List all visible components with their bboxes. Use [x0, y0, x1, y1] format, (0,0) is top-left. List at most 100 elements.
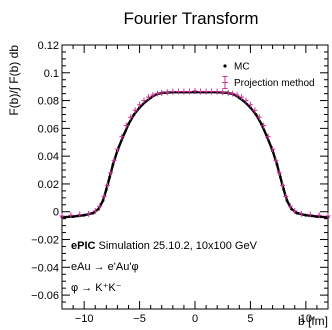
projection-point: [159, 89, 165, 96]
mc-line: [61, 90, 329, 219]
projection-point: [68, 212, 74, 219]
mc-point: [111, 163, 115, 166]
chart-title: Fourier Transform: [123, 9, 258, 28]
projection-point: [114, 146, 120, 153]
projection-point: [243, 97, 249, 104]
projection-point: [234, 92, 240, 99]
projection-point: [292, 208, 298, 215]
legend-entry-mc: MC: [223, 62, 250, 73]
mc-point: [91, 211, 95, 215]
y-tick-label: −0.06: [31, 290, 59, 302]
projection-point: [316, 212, 322, 219]
projection-point: [86, 210, 92, 217]
projection-point: [137, 101, 143, 108]
data-layer: [59, 87, 331, 219]
projection-point: [307, 211, 313, 218]
x-tick-label: 5: [247, 313, 253, 325]
y-tick-label: 0.08: [38, 96, 59, 108]
projection-point: [252, 107, 258, 114]
annotation-decay: φ → K⁺K⁻: [71, 282, 122, 294]
projection-point: [325, 212, 331, 219]
projection-point: [230, 90, 236, 97]
projection-point: [256, 114, 262, 121]
y-tick-label: 0.1: [44, 68, 59, 80]
mc-point: [104, 188, 108, 191]
mc-point: [282, 188, 286, 191]
y-tick-label: −0.04: [31, 262, 59, 274]
mc-point: [127, 122, 130, 126]
projection-point: [270, 146, 276, 153]
y-axis-label: F(b)/∫ F(b) db: [7, 45, 21, 116]
mc-point: [101, 199, 105, 203]
mc-point: [278, 175, 282, 179]
projection-point: [154, 90, 160, 97]
y-tick-label: 0: [53, 207, 59, 219]
mc-point: [71, 215, 75, 219]
x-tick-label: 10: [300, 313, 312, 325]
projection-point: [298, 210, 304, 217]
legend-entry-projection: Projection method: [222, 76, 315, 89]
mc-point: [315, 215, 319, 219]
annotation-simulation: ePIC Simulation 25.10.2, 10x100 GeV: [71, 240, 258, 252]
projection-point: [203, 88, 209, 95]
projection-point: [239, 94, 245, 101]
legend-marker-projection: [222, 76, 228, 89]
projection-point: [164, 89, 170, 96]
y-tick-label: 0.06: [38, 123, 59, 135]
mc-point: [132, 113, 136, 116]
mc-point: [82, 213, 86, 217]
projection-point: [170, 88, 176, 95]
projection-point: [225, 89, 231, 96]
annotations: ePIC Simulation 25.10.2, 10x100 GeV eAu …: [71, 240, 258, 294]
projection-point: [186, 88, 192, 95]
projection-point: [123, 122, 129, 129]
projection-point: [198, 88, 204, 95]
projection-point: [141, 97, 147, 104]
legend-marker-mc: [223, 64, 227, 68]
x-tick-label: 0: [192, 313, 198, 325]
mc-point: [254, 113, 258, 116]
projection-point: [97, 203, 103, 210]
projection-point: [220, 89, 226, 96]
projection-point: [280, 182, 286, 189]
mc-point: [285, 199, 289, 203]
projection-point: [59, 212, 65, 219]
projection-point: [128, 114, 134, 121]
x-axis-label: b [fm]: [298, 314, 328, 328]
projection-point: [181, 88, 187, 95]
projection-point: [119, 133, 125, 140]
projection-point: [175, 88, 181, 95]
projection-point: [108, 169, 114, 176]
projection-point: [104, 182, 110, 189]
projection-point: [214, 88, 220, 95]
projection-point: [145, 94, 151, 101]
mc-point: [108, 175, 112, 179]
projection-point: [111, 157, 117, 164]
annotation-reaction: eAu → e'Au'φ: [71, 261, 139, 273]
legend: MC Projection method: [222, 62, 315, 89]
mc-point: [260, 122, 263, 126]
projection-point: [209, 88, 215, 95]
projection-point: [273, 157, 279, 164]
projection-point: [283, 193, 289, 200]
mc-point: [304, 213, 308, 217]
projection-point: [150, 92, 156, 99]
projection-point: [192, 87, 198, 94]
x-tick-label: −5: [133, 313, 146, 325]
projection-point: [265, 133, 271, 140]
projection-point: [276, 169, 282, 176]
axis-ticks: −10 −5 0 5 10 −0.06 −0.04 −0.02 0 0.02 0.04 0.06 0.0…: [31, 40, 329, 325]
legend-label-mc: MC: [234, 62, 250, 73]
projection-point: [101, 193, 107, 200]
projection-point: [77, 211, 83, 218]
projection-point: [287, 203, 293, 210]
projection-point: [247, 101, 253, 108]
mc-point: [295, 211, 299, 215]
legend-label-projection: Projection method: [234, 78, 315, 89]
projection-point: [92, 208, 98, 215]
y-tick-label: 0.04: [38, 151, 59, 163]
y-tick-label: −0.02: [31, 235, 59, 247]
projection-point: [132, 107, 138, 114]
y-tick-label: 0.02: [38, 179, 59, 191]
